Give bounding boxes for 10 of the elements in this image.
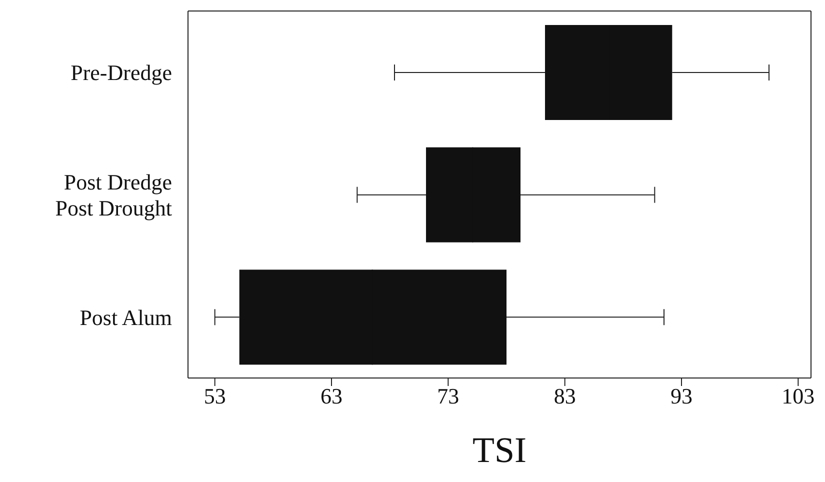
x-tick-label: 63 (320, 384, 342, 409)
x-axis-title: TSI (472, 430, 526, 470)
x-tick-label: 103 (782, 384, 815, 409)
x-tick-label: 83 (554, 384, 576, 409)
x-tick-label: 53 (204, 384, 226, 409)
y-tick-label: Post Dredge Post Drought (55, 169, 172, 220)
x-tick-label: 93 (670, 384, 692, 409)
y-tick-label: Pre-Dredge (70, 60, 172, 85)
y-tick-label: Post Alum (80, 304, 172, 330)
x-tick-label: 73 (437, 384, 460, 409)
